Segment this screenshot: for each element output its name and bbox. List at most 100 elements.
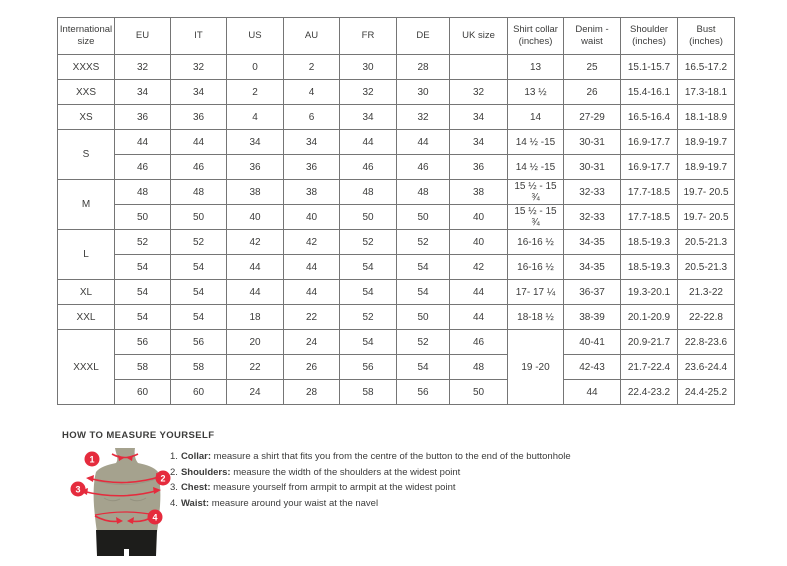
table-row: 54 54 44 44 54 54 42 16-16 ½ 34-35 18.5-19.3 20.5-… — [58, 254, 735, 280]
column-header: EU — [114, 17, 171, 55]
table-cell: 14 — [507, 104, 564, 130]
svg-text:4: 4 — [152, 513, 157, 523]
table-cell: 54 — [396, 354, 450, 380]
table-cell: 28 — [396, 54, 450, 80]
table-cell: 27-29 — [563, 104, 621, 130]
measure-section-title: HOW TO MEASURE YOURSELF — [62, 430, 215, 441]
table-cell: S — [57, 129, 115, 180]
table-cell: 16-16 ½ — [507, 229, 564, 255]
svg-text:2: 2 — [160, 474, 165, 484]
table-cell: 56 — [170, 329, 227, 355]
table-cell: 52 — [339, 304, 397, 330]
arrowhead — [86, 475, 94, 482]
table-cell: 14 ½ -15 — [507, 129, 564, 155]
table-cell: L — [57, 229, 115, 280]
table-cell: 40-41 — [563, 329, 621, 355]
table-cell: 52 — [170, 229, 227, 255]
table-cell: 30 — [396, 79, 450, 105]
table-row: XS 36 36 4 6 34 32 34 14 27-29 16.5-16.4 18.1-18.9 — [57, 104, 735, 130]
table-cell: 17- 17 ¼ — [507, 279, 564, 305]
size-table-head-row: International size EU IT US AU FR DE UK size Shi… — [57, 17, 735, 55]
table-cell: 14 ½ -15 — [507, 154, 564, 180]
table-cell: 16-16 ½ — [507, 254, 564, 280]
table-cell: 54 — [339, 254, 397, 280]
column-header: Bust (inches) — [677, 17, 735, 55]
table-cell: 36 — [114, 104, 171, 130]
measure-step-waist: 4. Waist: measure around your waist at th… — [170, 496, 571, 512]
table-cell: 44 — [449, 304, 508, 330]
table-cell: 38 — [283, 179, 340, 205]
table-cell: 18.9-19.7 — [677, 129, 735, 155]
table-cell: 4 — [283, 79, 340, 105]
table-cell: 21.7-22.4 — [620, 354, 678, 380]
column-header: AU — [283, 17, 340, 55]
table-cell: 44 — [283, 279, 340, 305]
table-cell: 54 — [339, 279, 397, 305]
table-cell: 46 — [114, 154, 171, 180]
table-cell: 46 — [396, 154, 450, 180]
table-cell: 58 — [339, 379, 397, 405]
table-cell: 42 — [283, 229, 340, 255]
table-cell: 46 — [339, 154, 397, 180]
table-cell: 54 — [339, 329, 397, 355]
table-cell: 44 — [563, 379, 621, 405]
table-cell: 16.9-17.7 — [620, 154, 678, 180]
table-cell: 52 — [114, 229, 171, 255]
table-cell: XL — [57, 279, 115, 305]
table-cell: 15.1-15.7 — [620, 54, 678, 80]
table-cell: 54 — [170, 279, 227, 305]
table-cell: 30-31 — [563, 129, 621, 155]
collar-measure-arrow — [111, 453, 139, 459]
table-cell: 44 — [396, 129, 450, 155]
table-cell: 15.4-16.1 — [620, 79, 678, 105]
torso-shading — [94, 477, 160, 486]
measure-step-chest: 3. Chest: measure yourself from armpit to… — [170, 480, 571, 496]
mannequin-torso-illustration: 1 2 3 4 — [70, 448, 171, 556]
measure-steps: 1. Collar: measure a shirt that fits you … — [170, 449, 571, 511]
table-cell: 34 — [226, 129, 284, 155]
table-cell: 36-37 — [563, 279, 621, 305]
table-cell: 36 — [449, 154, 508, 180]
table-cell: 50 — [396, 304, 450, 330]
table-cell: 32-33 — [563, 179, 621, 205]
table-cell: 2 — [226, 79, 284, 105]
table-cell: 22-22.8 — [677, 304, 735, 330]
table-cell: 54 — [170, 304, 227, 330]
column-header: FR — [339, 17, 397, 55]
shorts-shape — [96, 530, 157, 556]
table-cell: 36 — [170, 104, 227, 130]
table-cell: 50 — [170, 204, 227, 230]
table-row: XXXS 32 32 0 2 30 28 13 25 15.1-15.7 16.5-17.2 — [57, 54, 735, 80]
chest-measure-arrow — [81, 489, 160, 497]
table-cell: 13 ½ — [507, 79, 564, 105]
table-cell: 48 — [114, 179, 171, 205]
step-number: 3. — [170, 482, 178, 494]
arrowhead — [116, 517, 123, 524]
table-cell: 60 — [170, 379, 227, 405]
table-cell: 44 — [449, 279, 508, 305]
table-cell: 56 — [339, 354, 397, 380]
table-cell: 16.9-17.7 — [620, 129, 678, 155]
table-cell: 52 — [339, 229, 397, 255]
table-cell: 20.5-21.3 — [677, 254, 735, 280]
table-row: M 48 48 38 38 48 48 38 15 ½ - 15 ¾ 32-33 17.7-18.5… — [57, 179, 735, 230]
table-cell: 50 — [396, 204, 450, 230]
step-text: measure a shirt that fits you from the c… — [211, 451, 571, 462]
column-header: Denim - waist — [563, 17, 621, 55]
step-number: 1. — [170, 451, 178, 462]
table-cell: 22.8-23.6 — [677, 329, 735, 355]
table-cell: 17.3-18.1 — [677, 79, 735, 105]
column-header: IT — [170, 17, 227, 55]
torso-shape — [93, 448, 161, 532]
table-cell: 34-35 — [563, 254, 621, 280]
step-number: 4. — [170, 497, 178, 509]
table-cell: 58 — [114, 354, 171, 380]
table-cell: 18.5-19.3 — [620, 229, 678, 255]
step-label: Chest: — [180, 482, 211, 494]
table-cell: XXXS — [57, 54, 115, 80]
table-cell: 0 — [226, 54, 284, 80]
table-cell: 19 -20 — [507, 329, 564, 405]
table-cell: 40 — [226, 204, 284, 230]
table-cell: 50 — [114, 204, 171, 230]
table-row: S 44 44 34 34 44 44 34 14 ½ -15 30-31 16.9-17.7 18.… — [57, 129, 735, 180]
